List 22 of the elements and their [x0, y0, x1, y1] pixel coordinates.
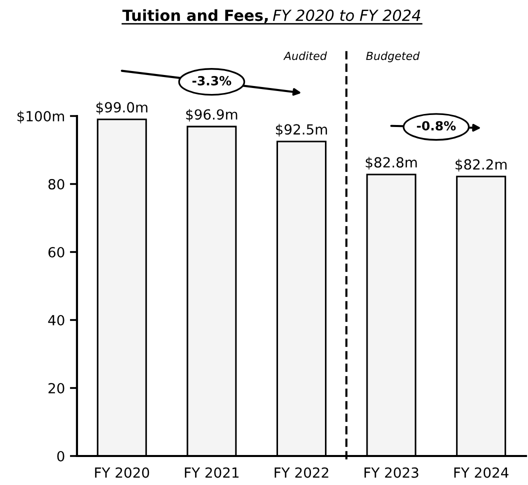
data-label: $82.2m — [456, 158, 507, 172]
x-tick-label: FY 2022 — [274, 467, 328, 478]
text: -3.3% — [192, 76, 232, 86]
x-tick-label: FY 2020 — [95, 467, 150, 478]
data-label: $96.9m — [186, 108, 238, 122]
x-tick-label: FY 2023 — [364, 467, 418, 478]
annotation: -0.8% — [416, 121, 456, 131]
x-tick-label: FY 2024 — [454, 467, 508, 478]
y-tick-label: 60 — [48, 246, 64, 258]
y-tick-label: 20 — [48, 382, 64, 394]
text: Audited — [283, 51, 327, 60]
y-tick-label: 80 — [48, 178, 64, 190]
chart-title: Tuition and Fees, — [122, 9, 268, 24]
data-label: $99.0m — [96, 102, 148, 114]
x-tick-label: FY 2021 — [184, 467, 239, 478]
y-tick-label: 40 — [48, 314, 64, 326]
text: Budgeted — [366, 51, 420, 62]
data-label: $92.5m — [276, 124, 327, 136]
y-tick-label: $100m — [17, 110, 64, 124]
data-label: $82.8m — [366, 156, 417, 170]
y-tick-label: 0 — [57, 450, 64, 462]
chart-subtitle: FY 2020 to FY 2024 — [272, 10, 420, 22]
